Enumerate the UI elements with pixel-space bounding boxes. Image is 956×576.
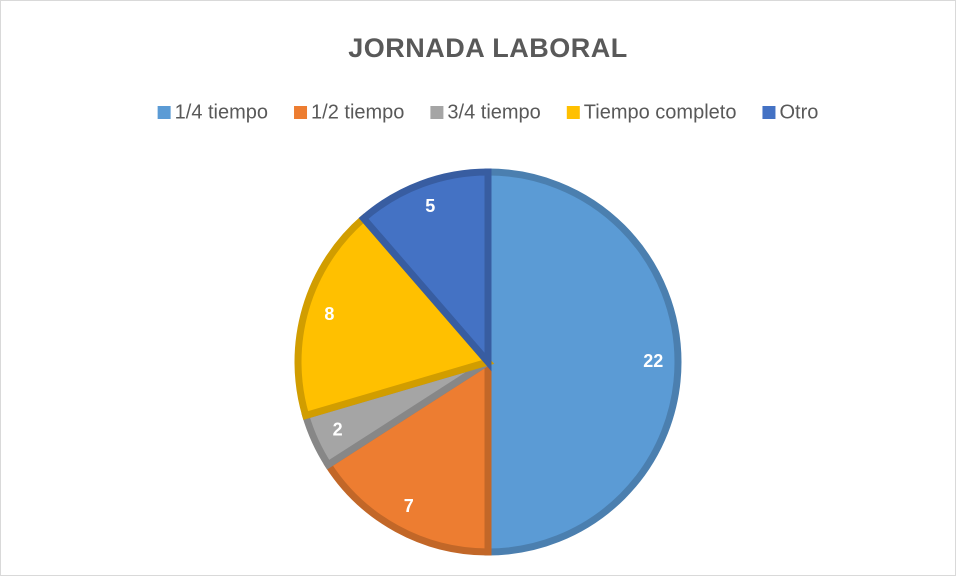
data-label: 7 (404, 496, 414, 516)
data-label: 5 (425, 196, 435, 216)
legend-swatch (762, 106, 776, 119)
legend-label: 3/4 tiempo (447, 101, 540, 123)
legend-label: 1/2 tiempo (311, 101, 404, 123)
data-label: 22 (643, 351, 663, 371)
chart-title: JORNADA LABORAL (348, 33, 628, 63)
legend-swatch (294, 106, 308, 119)
pie-slice (484, 168, 682, 556)
legend-label: Otro (779, 101, 818, 123)
pie-slice (323, 355, 492, 556)
legend: 1/4 tiempo 1/2 tiempo 3/4 tiempo Tiempo com… (157, 101, 818, 123)
pie-slice (358, 168, 492, 372)
data-label: 2 (333, 419, 343, 439)
data-label: 8 (324, 304, 334, 324)
legend-label: 1/4 tiempo (175, 101, 268, 123)
legend-label: Tiempo completo (584, 101, 737, 123)
legend-swatch (430, 106, 444, 119)
legend-swatch (157, 106, 171, 119)
pie-slice (294, 213, 495, 420)
legend-swatch (566, 106, 580, 119)
